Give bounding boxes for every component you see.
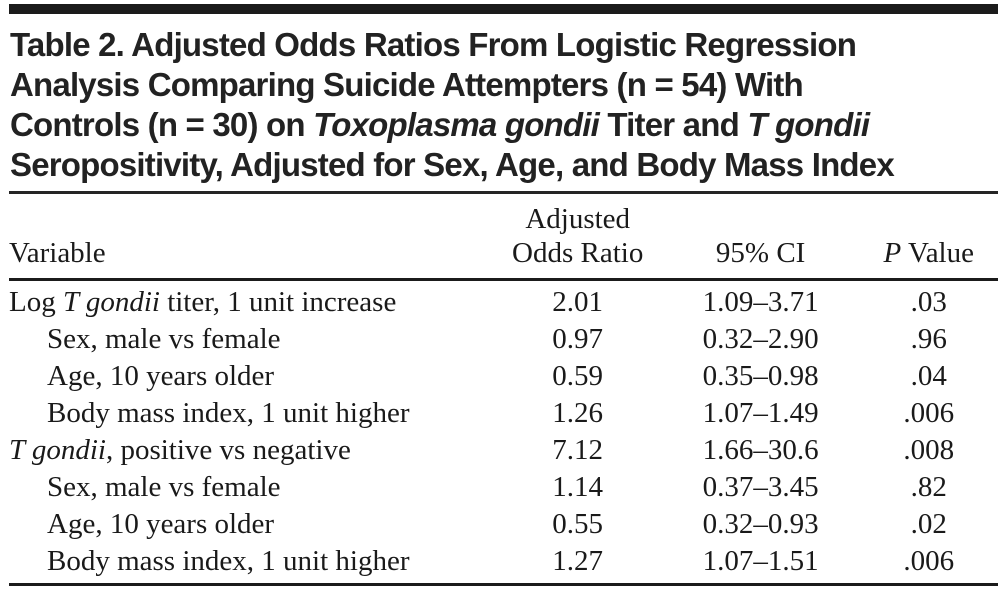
table-body: Log T gondii titer, 1 unit increase 2.01… bbox=[9, 280, 998, 586]
ci-cell: 1.07–1.49 bbox=[702, 397, 819, 429]
header-line: Value bbox=[901, 237, 974, 269]
table-row: Sex, male vs female 0.97 0.32–2.90 .96 bbox=[9, 321, 998, 358]
top-rule bbox=[9, 4, 998, 14]
p-value-cell: .04 bbox=[910, 360, 947, 392]
ci-cell: 1.07–1.51 bbox=[661, 543, 860, 586]
table-row: Body mass index, 1 unit higher 1.26 1.07… bbox=[9, 395, 998, 432]
odds-ratio-table: Variable Adjusted Odds Ratio 95% CI P Val… bbox=[9, 196, 998, 586]
header-line: Adjusted bbox=[525, 203, 631, 235]
adjusted-odds-ratio-cell: 1.26 bbox=[552, 397, 604, 429]
variable-text: titer, 1 unit increase bbox=[159, 286, 397, 318]
table-title-line-4: Seropositivity, Adjusted for Sex, Age, a… bbox=[10, 145, 999, 185]
header-p-symbol: P bbox=[883, 237, 902, 269]
title-species-name: Toxoplasma gondii bbox=[313, 106, 600, 143]
title-text-segment: Analysis Comparing Suicide Attempters (n… bbox=[10, 66, 804, 103]
variable-cell: Sex, male vs female bbox=[9, 321, 494, 358]
table-title-line-2: Analysis Comparing Suicide Attempters (n… bbox=[10, 65, 999, 105]
title-species-name: T gondii bbox=[747, 106, 870, 143]
adjusted-odds-ratio-cell: 0.59 bbox=[552, 360, 604, 392]
ci-cell: 0.32–0.93 bbox=[702, 508, 819, 540]
adjusted-odds-ratio-cell: 0.97 bbox=[552, 323, 604, 355]
variable-text: Sex, male vs female bbox=[47, 323, 281, 355]
table-row: Age, 10 years older 0.55 0.32–0.93 .02 bbox=[9, 506, 998, 543]
table-row: T gondii, positive vs negative 7.12 1.66… bbox=[9, 432, 998, 469]
col-header-adjusted-odds-ratio: Adjusted Odds Ratio bbox=[493, 196, 662, 281]
title-rule bbox=[9, 191, 998, 194]
adjusted-odds-ratio-cell: 0.55 bbox=[552, 508, 604, 540]
variable-species-name: T gondii bbox=[9, 434, 106, 466]
variable-text: Age, 10 years older bbox=[47, 360, 275, 392]
variable-text: Body mass index, 1 unit higher bbox=[47, 397, 410, 429]
variable-text: Body mass index, 1 unit higher bbox=[47, 545, 410, 577]
adjusted-odds-ratio-cell: 1.27 bbox=[493, 543, 662, 586]
variable-text: , positive vs negative bbox=[105, 434, 351, 466]
p-value-cell: .96 bbox=[910, 323, 947, 355]
title-text-segment: Table 2. Adjusted Odds Ratios From Logis… bbox=[10, 26, 857, 63]
p-value-cell: .008 bbox=[903, 434, 955, 466]
p-value-cell: .82 bbox=[910, 471, 947, 503]
table-header: Variable Adjusted Odds Ratio 95% CI P Val… bbox=[9, 196, 998, 281]
variable-cell: T gondii, positive vs negative bbox=[9, 432, 494, 469]
ci-cell: 0.37–3.45 bbox=[702, 471, 819, 503]
ci-cell: 0.32–2.90 bbox=[702, 323, 819, 355]
variable-cell: Body mass index, 1 unit higher bbox=[9, 543, 494, 586]
variable-cell: Log T gondii titer, 1 unit increase bbox=[9, 280, 494, 322]
table-title-line-3: Controls (n = 30) on Toxoplasma gondii T… bbox=[10, 105, 999, 145]
adjusted-odds-ratio-cell: 1.14 bbox=[552, 471, 604, 503]
table-row: Sex, male vs female 1.14 0.37–3.45 .82 bbox=[9, 469, 998, 506]
p-value-cell: .006 bbox=[859, 543, 998, 586]
ci-cell: 1.09–3.71 bbox=[702, 286, 819, 318]
adjusted-odds-ratio-cell: 2.01 bbox=[552, 286, 604, 318]
col-header-95ci: 95% CI bbox=[661, 196, 860, 281]
variable-species-name: T gondii bbox=[62, 286, 160, 318]
header-line: Odds Ratio bbox=[512, 237, 644, 269]
p-value-cell: .006 bbox=[903, 397, 955, 429]
col-header-p-value: P Value bbox=[859, 196, 998, 281]
header-row: Variable Adjusted Odds Ratio 95% CI P Val… bbox=[9, 196, 998, 281]
table-title-line-1: Table 2. Adjusted Odds Ratios From Logis… bbox=[10, 25, 999, 65]
table-row: Log T gondii titer, 1 unit increase 2.01… bbox=[9, 280, 998, 322]
variable-text: Log bbox=[9, 286, 63, 318]
variable-cell: Age, 10 years older bbox=[9, 506, 494, 543]
table-row: Body mass index, 1 unit higher 1.27 1.07… bbox=[9, 543, 998, 586]
variable-text: Age, 10 years older bbox=[47, 508, 275, 540]
title-text-segment: Controls (n = 30) on bbox=[10, 106, 314, 143]
adjusted-odds-ratio-cell: 7.12 bbox=[552, 434, 604, 466]
table-row: Age, 10 years older 0.59 0.35–0.98 .04 bbox=[9, 358, 998, 395]
ci-cell: 0.35–0.98 bbox=[702, 360, 819, 392]
title-text-segment: Titer and bbox=[599, 106, 748, 143]
ci-cell: 1.66–30.6 bbox=[702, 434, 819, 466]
variable-cell: Sex, male vs female bbox=[9, 469, 494, 506]
col-header-variable: Variable bbox=[9, 196, 494, 281]
p-value-cell: .02 bbox=[910, 508, 947, 540]
p-value-cell: .03 bbox=[910, 286, 947, 318]
variable-cell: Body mass index, 1 unit higher bbox=[9, 395, 494, 432]
variable-cell: Age, 10 years older bbox=[9, 358, 494, 395]
table-title: Table 2. Adjusted Odds Ratios From Logis… bbox=[10, 25, 999, 185]
title-text-segment: Seropositivity, Adjusted for Sex, Age, a… bbox=[10, 146, 895, 183]
variable-text: Sex, male vs female bbox=[47, 471, 281, 503]
